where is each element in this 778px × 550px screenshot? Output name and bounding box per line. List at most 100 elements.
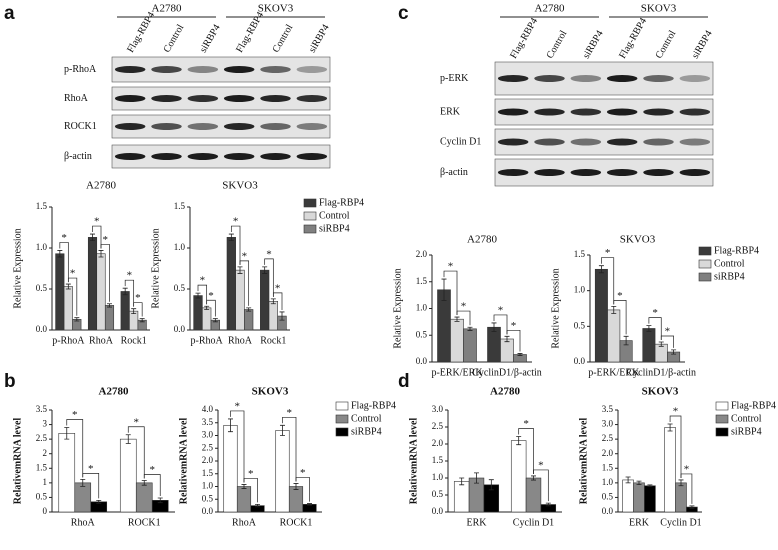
y-tick-label: 3.0	[202, 430, 214, 440]
legend-label: Control	[714, 258, 745, 269]
band	[223, 66, 255, 73]
sig-bracket	[533, 469, 549, 502]
y-axis-label: Relative Expression	[150, 228, 161, 308]
band	[643, 75, 674, 82]
legend-label: Control	[731, 413, 762, 424]
bar	[487, 326, 501, 363]
error-bar	[279, 424, 285, 436]
y-tick-label: 3.0	[432, 404, 444, 414]
band	[260, 66, 291, 73]
band	[151, 153, 182, 160]
x-tick-label: p-RhoA	[52, 335, 85, 346]
sig-bracket	[124, 279, 135, 307]
error-bar	[625, 476, 631, 484]
bar	[453, 481, 470, 513]
x-tick-label: p-ERK/ERK	[588, 367, 640, 378]
y-tick-label: 2	[43, 448, 48, 458]
bar	[607, 309, 621, 363]
x-tick-label: CyclinD1/β-actin	[626, 367, 696, 378]
sig-star: *	[673, 406, 679, 418]
y-axis-label: Relative Expression	[12, 228, 23, 308]
band	[679, 75, 711, 82]
error-bar	[516, 436, 522, 446]
y-tick-label: 1.0	[202, 481, 214, 491]
legend-swatch	[715, 414, 729, 424]
bar	[223, 424, 238, 513]
sig-star: *	[135, 292, 141, 304]
panel-letter: c	[398, 3, 409, 24]
blot-row-label: ERK	[440, 106, 461, 117]
sig-bracket	[272, 292, 283, 310]
error-bar	[90, 233, 96, 242]
y-tick-label: 1.0	[174, 242, 186, 252]
sig-bracket	[100, 244, 110, 302]
bar	[500, 338, 514, 363]
blot-row-label: ROCK1	[64, 121, 97, 132]
error-bar	[106, 303, 112, 308]
legend-swatch	[335, 427, 349, 437]
y-tick-label: 1.0	[602, 477, 614, 487]
x-tick-label: RhoA	[71, 517, 96, 528]
x-tick-label: Rock1	[260, 335, 286, 346]
y-axis-label: RelativemRNA level	[578, 418, 589, 505]
sig-star: *	[448, 261, 454, 273]
y-tick-label: 2.0	[202, 455, 214, 465]
bar	[675, 482, 687, 513]
legend-swatch	[335, 414, 349, 424]
lane-label: siRBP4	[690, 29, 715, 61]
band	[534, 138, 565, 146]
sig-bracket	[143, 474, 161, 497]
error-bar	[491, 322, 497, 332]
bar	[104, 305, 115, 331]
band	[679, 138, 711, 146]
sig-bracket	[239, 260, 250, 306]
bar	[96, 253, 106, 331]
bar	[288, 486, 304, 513]
error-bar	[623, 335, 629, 346]
y-tick-label: 1.5	[602, 462, 614, 472]
band	[606, 75, 638, 82]
sig-star: *	[652, 307, 658, 319]
band	[151, 95, 182, 102]
sig-star: *	[300, 467, 306, 479]
sig-star: *	[242, 250, 248, 262]
band	[643, 108, 674, 116]
error-bar	[122, 287, 128, 296]
band	[643, 169, 674, 176]
legend-swatch	[698, 246, 712, 256]
bar	[226, 237, 236, 331]
lane-label: Control	[545, 28, 570, 60]
y-tick-label: 1.0	[36, 242, 48, 252]
sig-bracket	[230, 410, 245, 483]
sig-bracket	[92, 225, 102, 249]
band	[151, 66, 182, 73]
error-bar	[270, 298, 276, 305]
y-tick-label: 1.0	[416, 303, 428, 313]
legend-swatch	[715, 401, 729, 411]
band	[187, 66, 219, 73]
band	[260, 153, 291, 160]
legend-swatch	[303, 224, 317, 234]
sig-star: *	[538, 459, 544, 471]
bar	[622, 479, 634, 513]
error-bar	[125, 434, 131, 444]
sig-bracket	[660, 335, 674, 348]
sig-star: *	[127, 270, 133, 282]
band	[679, 169, 711, 176]
y-tick-label: 3.5	[602, 404, 614, 414]
error-bar	[647, 484, 653, 488]
x-tick-label: CyclinD1/β-actin	[472, 367, 542, 378]
error-bar	[157, 497, 163, 504]
chart-title: A2780	[467, 234, 497, 246]
y-axis-label: Relative Expression	[550, 268, 561, 348]
bar	[58, 433, 76, 513]
band	[497, 138, 529, 146]
sig-star: *	[617, 290, 623, 302]
legend-label: siRBP4	[351, 426, 382, 437]
chart-title: A2780	[86, 180, 116, 192]
error-bar	[262, 266, 268, 274]
y-tick-label: 0.0	[36, 324, 48, 334]
chart-title: A2780	[99, 386, 129, 398]
bar	[236, 486, 252, 513]
sig-bracket	[648, 317, 662, 341]
